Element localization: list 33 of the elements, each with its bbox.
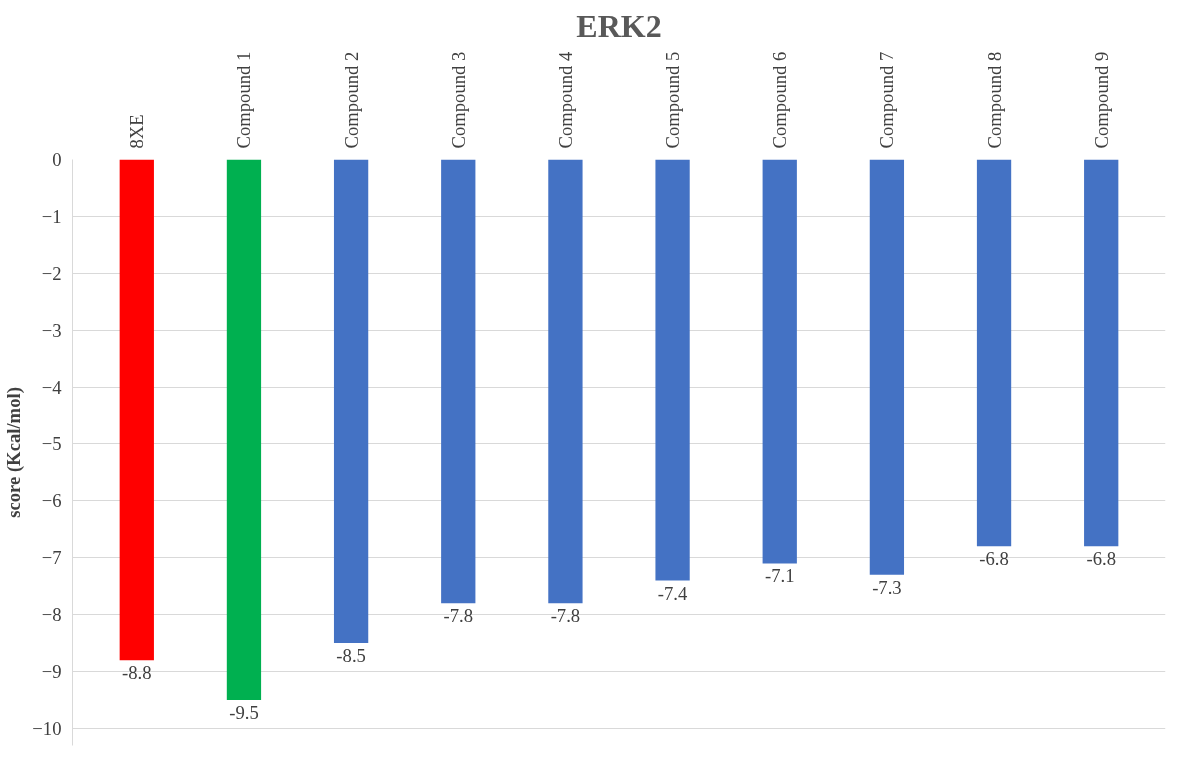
y-tick-label: −5 <box>41 433 62 455</box>
x-tick-label: Compound 5 <box>662 51 684 149</box>
data-label: -6.8 <box>1086 548 1116 570</box>
x-tick-label: Compound 3 <box>447 51 469 149</box>
data-label: -6.8 <box>979 548 1009 570</box>
data-label: -9.5 <box>229 701 259 723</box>
y-tick-label: −2 <box>41 262 62 284</box>
data-label: -7.8 <box>443 605 474 627</box>
x-tick-label: Compound 8 <box>983 51 1005 149</box>
y-tick-label: −6 <box>41 490 62 512</box>
x-tick-label: Compound 4 <box>554 50 576 149</box>
y-axis-title: score (Kcal/mol) <box>3 387 26 518</box>
y-tick-label: 0 <box>52 149 62 170</box>
x-tick-label: Compound 6 <box>769 51 791 149</box>
data-label: -7.1 <box>764 565 795 587</box>
y-tick-label: −8 <box>41 604 62 626</box>
y-tick-label: −10 <box>32 717 62 739</box>
x-tick-label: Compound 2 <box>340 51 362 149</box>
data-label: -7.4 <box>657 582 689 604</box>
data-label: -7.8 <box>550 605 581 627</box>
y-tick-label: −1 <box>41 205 62 227</box>
y-tick-label: −4 <box>41 376 63 398</box>
x-tick-label: 8XE <box>126 114 148 149</box>
x-tick-label: Compound 9 <box>1090 51 1112 149</box>
data-label: -7.3 <box>872 576 902 598</box>
x-tick-label: Compound 7 <box>876 51 898 149</box>
data-label: -8.8 <box>122 662 152 684</box>
y-tick-label: −9 <box>41 661 62 683</box>
y-tick-label: −7 <box>41 547 62 569</box>
y-tick-label: −3 <box>41 319 62 341</box>
data-label: -8.5 <box>336 645 366 667</box>
x-tick-label: Compound 1 <box>233 51 255 149</box>
chart-title: ERK2 <box>576 7 662 44</box>
